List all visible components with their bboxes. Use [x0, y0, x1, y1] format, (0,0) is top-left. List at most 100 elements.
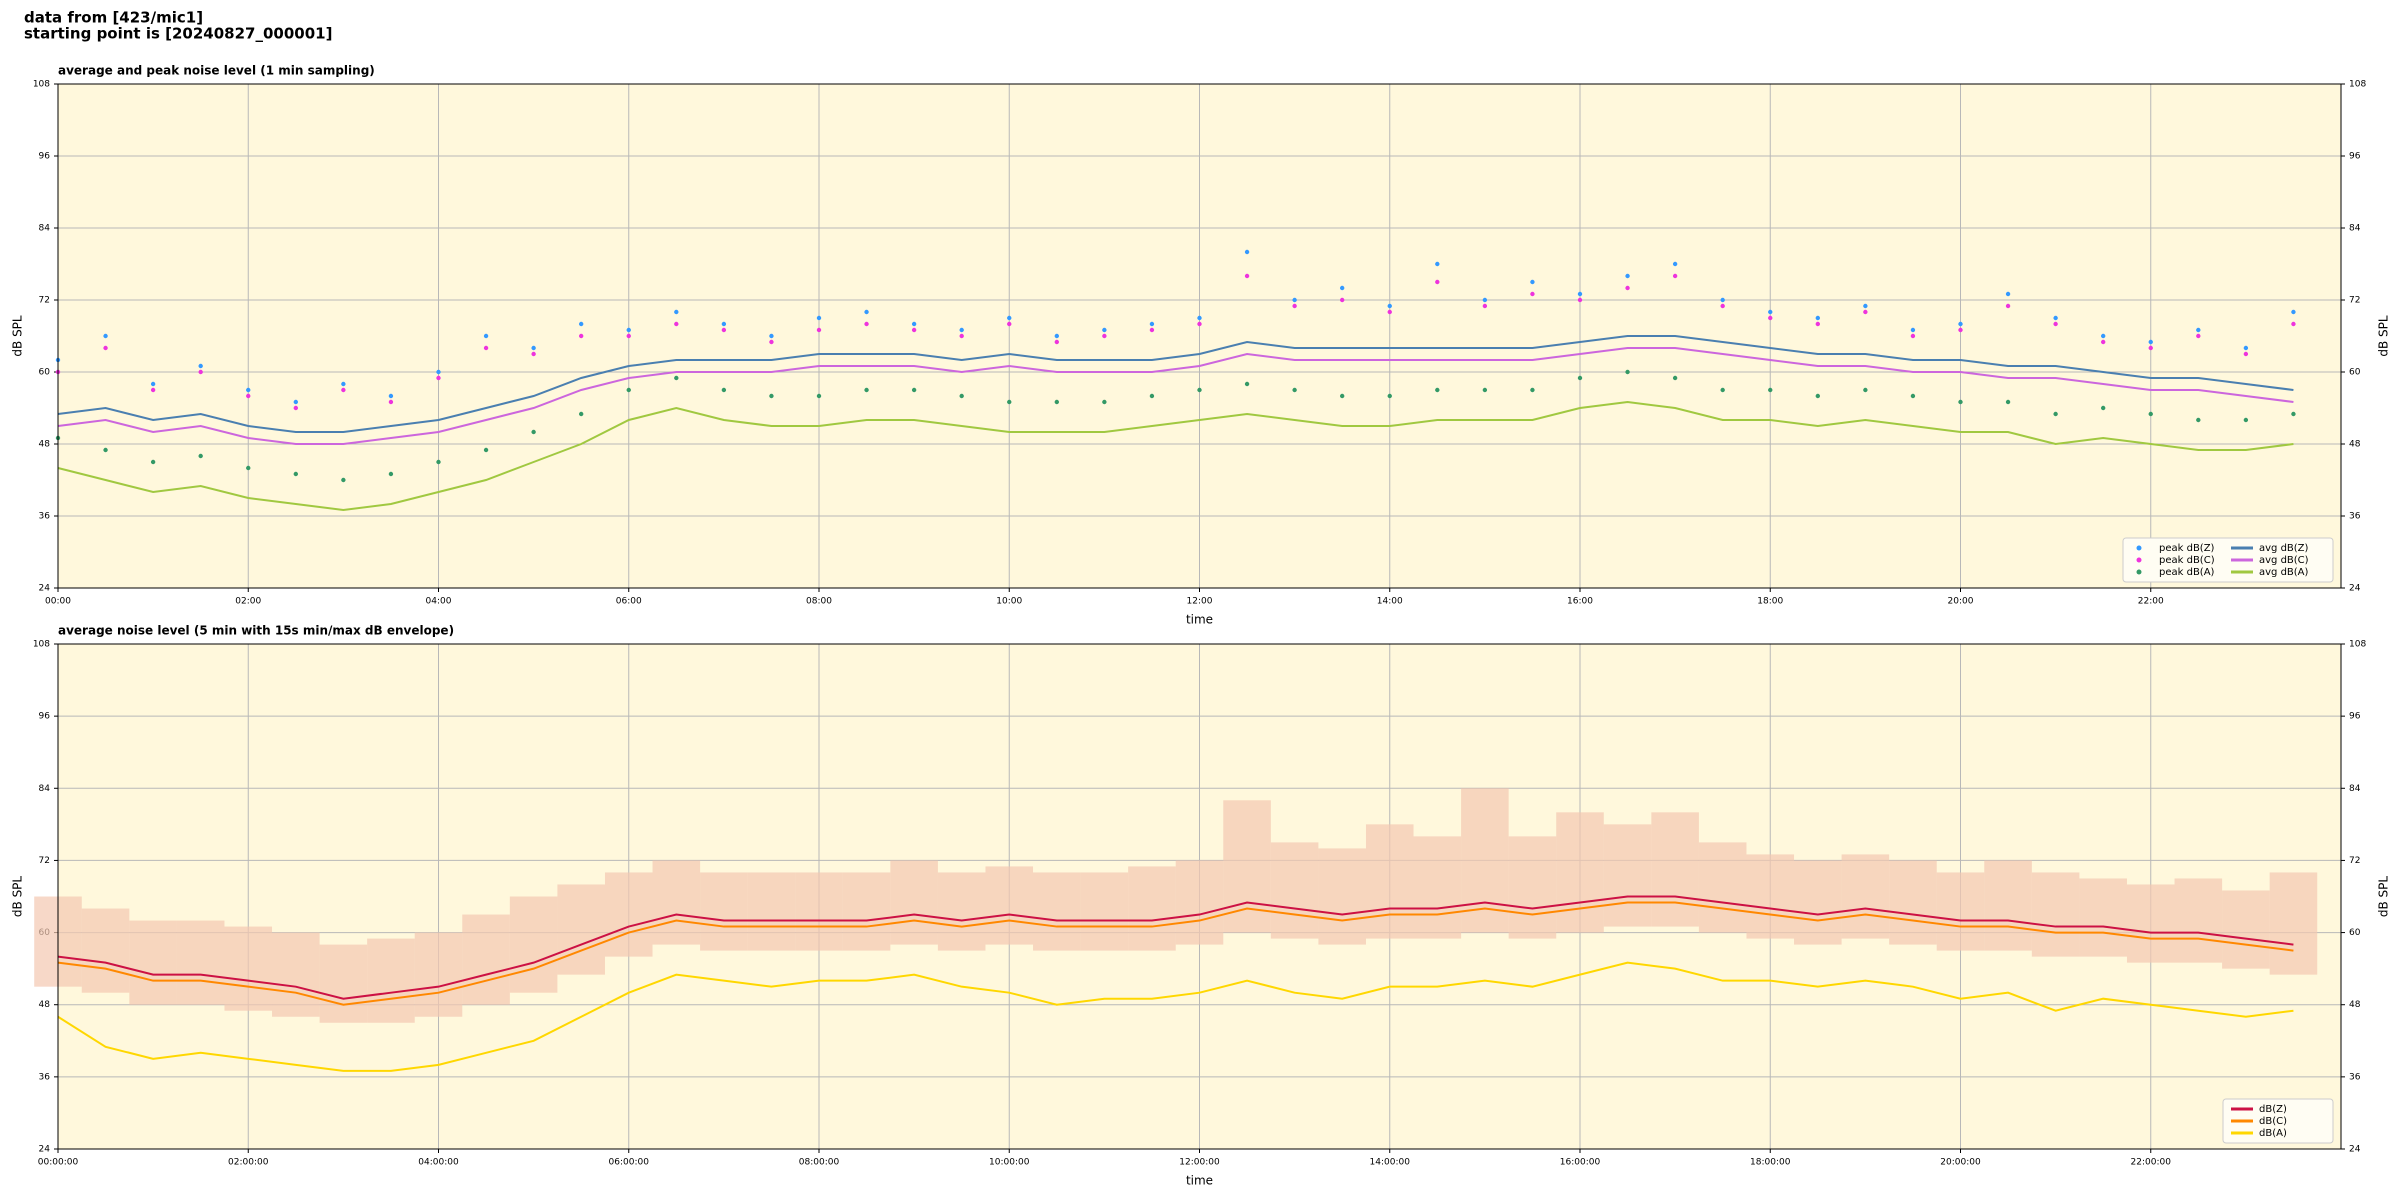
- envelope-band: [1080, 872, 1129, 951]
- envelope-band: [319, 944, 368, 1023]
- data-point: [769, 393, 774, 399]
- envelope-band: [1889, 860, 1937, 945]
- envelope-band: [1128, 866, 1176, 951]
- envelope-band: [2174, 878, 2223, 963]
- data-point: [1863, 387, 1868, 393]
- data-point: [626, 387, 631, 393]
- y-tick-label: 48: [39, 440, 51, 450]
- data-point: [2243, 351, 2249, 357]
- y-tick-label: 84: [39, 784, 51, 794]
- y-tick-label: 72: [2349, 856, 2360, 866]
- envelope-band: [1794, 860, 1842, 945]
- data-point: [1720, 303, 1725, 309]
- data-point: [2243, 417, 2249, 423]
- envelope-band: [1033, 872, 1081, 951]
- x-tick-label: 12:00: [1187, 597, 1213, 607]
- envelope-band: [985, 866, 1034, 945]
- data-line: [57, 961, 2294, 1072]
- data-point: [1768, 315, 1773, 321]
- chart-title: average noise level (5 min with 15s min/…: [58, 624, 454, 638]
- data-point: [531, 351, 536, 357]
- envelope-band: [1651, 812, 1699, 927]
- data-point: [246, 387, 251, 393]
- data-point: [2053, 321, 2058, 327]
- data-point: [293, 405, 299, 411]
- x-tick-label: 10:00:00: [989, 1158, 1030, 1168]
- y-tick-label: 72: [39, 296, 50, 306]
- y-tick-label: 96: [2349, 712, 2361, 722]
- envelope-band: [176, 920, 225, 1005]
- data-point: [1672, 375, 1678, 381]
- envelope-band: [2269, 872, 2318, 975]
- legend-marker: [2136, 557, 2142, 563]
- data-point: [1054, 333, 1060, 339]
- data-point: [1244, 249, 1250, 255]
- data-point: [1102, 333, 1107, 339]
- data-point: [1863, 303, 1868, 309]
- data-point: [1625, 369, 1630, 375]
- envelope-band: [1556, 812, 1604, 933]
- data-point: [246, 393, 251, 399]
- y-axis-label: dB SPL: [11, 876, 25, 918]
- envelope-band: [367, 938, 415, 1023]
- envelope-band: [2079, 878, 2127, 957]
- y-tick-label: 36: [2349, 512, 2361, 522]
- data-point: [1768, 309, 1773, 315]
- data-point: [1387, 303, 1392, 309]
- envelope-band: [1841, 854, 1890, 939]
- data-point: [1482, 387, 1488, 393]
- y-tick-label: 24: [39, 584, 51, 594]
- legend-box: [2122, 537, 2334, 583]
- plot-frame: [57, 83, 2342, 589]
- data-point: [531, 429, 536, 435]
- y-tick-label: 60: [2349, 368, 2361, 378]
- x-tick-label: 00:00: [45, 597, 71, 607]
- data-point: [2053, 411, 2058, 417]
- data-point: [816, 327, 822, 333]
- x-tick-label: 20:00: [1948, 597, 1974, 607]
- data-point: [1530, 291, 1535, 297]
- y-tick-label: 84: [2349, 224, 2361, 234]
- data-point: [483, 345, 489, 351]
- y-tick-label: 36: [39, 1072, 51, 1082]
- data-point: [1339, 285, 1345, 291]
- data-point: [1102, 399, 1107, 405]
- envelope-band: [2222, 890, 2270, 969]
- y-tick-label: 24: [2349, 584, 2361, 594]
- data-point: [436, 375, 441, 381]
- envelope-band: [1413, 836, 1462, 939]
- x-tick-label: 08:00: [806, 597, 832, 607]
- data-point: [341, 381, 346, 387]
- data-point: [2005, 399, 2011, 405]
- data-point: [2291, 411, 2296, 417]
- data-point: [1102, 327, 1107, 333]
- data-point: [246, 465, 251, 471]
- data-point: [293, 471, 299, 477]
- header-line: starting point is [20240827_000001]: [24, 25, 332, 43]
- data-point: [1815, 393, 1821, 399]
- data-point: [1577, 375, 1583, 381]
- envelope-band: [2126, 884, 2175, 963]
- data-point: [1149, 327, 1155, 333]
- data-point: [1197, 321, 1202, 327]
- envelope-band: [462, 914, 510, 1005]
- y-tick-label: 72: [2349, 296, 2360, 306]
- legend-label: avg dB(Z): [2259, 543, 2309, 554]
- y-tick-label: 84: [39, 224, 51, 234]
- data-point: [2100, 339, 2106, 345]
- data-point: [2005, 303, 2011, 309]
- data-point: [1007, 399, 1012, 405]
- data-point: [1292, 297, 1297, 303]
- y-axis-label: dB SPL: [2377, 315, 2391, 357]
- data-point: [1197, 315, 1202, 321]
- data-point: [388, 471, 394, 477]
- y-tick-label: 108: [2349, 80, 2366, 90]
- legend-label: peak dB(Z): [2159, 543, 2215, 554]
- envelope-band: [509, 896, 558, 993]
- data-point: [626, 333, 631, 339]
- data-point: [1768, 387, 1773, 393]
- data-point: [1435, 261, 1440, 267]
- data-point: [1815, 315, 1821, 321]
- x-tick-label: 14:00:00: [1370, 1158, 1411, 1168]
- data-point: [1149, 321, 1155, 327]
